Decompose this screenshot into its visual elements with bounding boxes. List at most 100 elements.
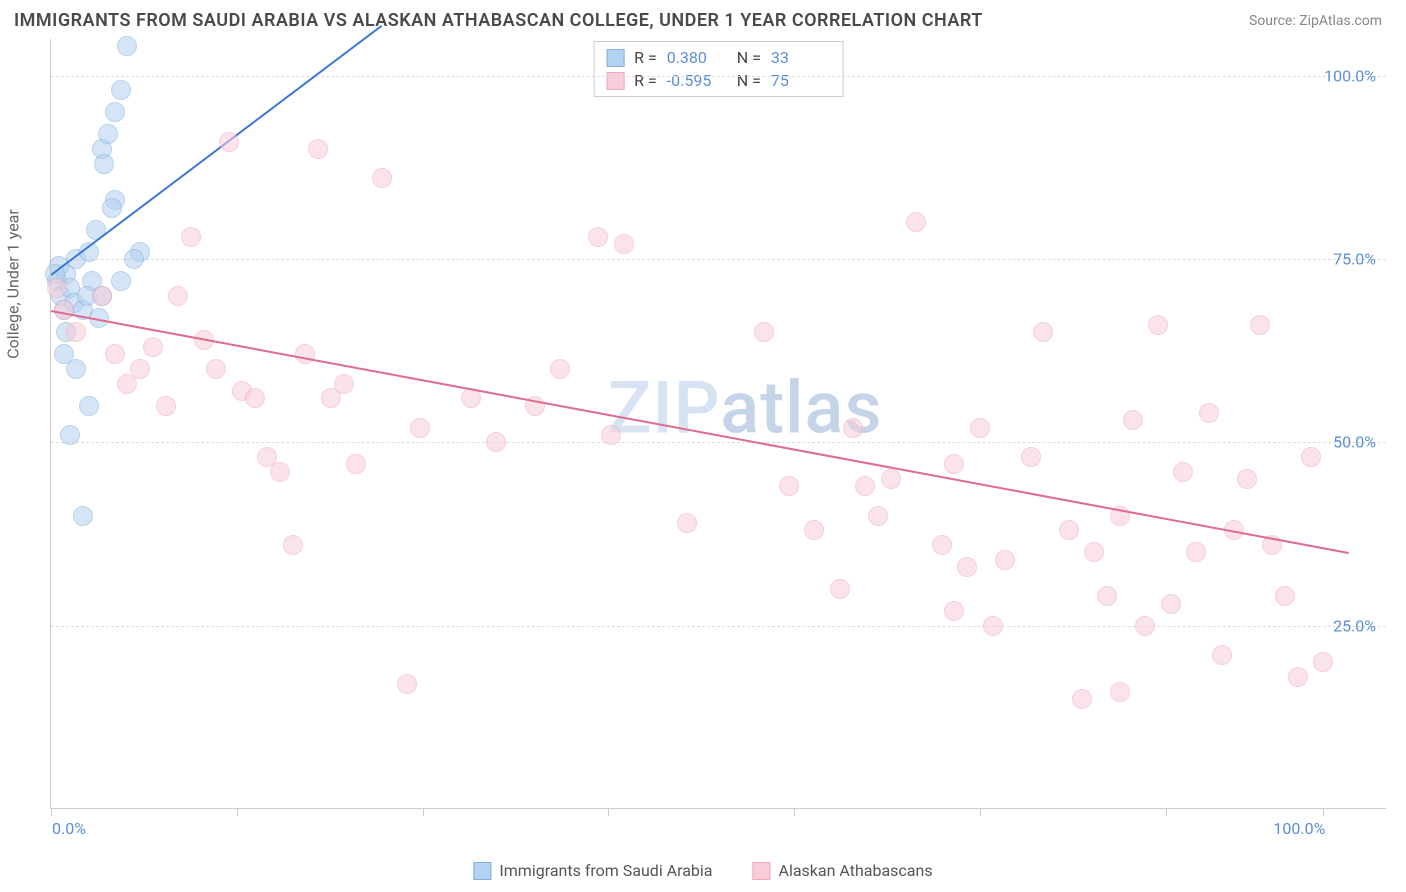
data-point [111, 271, 131, 291]
data-point [168, 286, 188, 306]
n-label: N = [737, 71, 761, 90]
data-point [66, 322, 86, 342]
source-attribution: Source: ZipAtlas.com [1249, 13, 1382, 29]
data-point [995, 550, 1015, 570]
data-point [983, 616, 1003, 636]
data-point [1072, 689, 1092, 709]
data-point [206, 359, 226, 379]
data-point [1123, 410, 1143, 430]
y-tick-label: 100.0% [1324, 66, 1376, 85]
x-tick-label: 100.0% [1273, 819, 1325, 838]
data-point [295, 344, 315, 364]
data-point [1161, 594, 1181, 614]
data-point [1186, 542, 1206, 562]
data-point [550, 359, 570, 379]
data-point [588, 227, 608, 247]
gridline [51, 76, 1386, 77]
data-point [677, 513, 697, 533]
x-tick [237, 808, 238, 816]
r-value-1: 0.380 [667, 48, 727, 67]
data-point [1059, 520, 1079, 540]
data-point [932, 535, 952, 555]
data-point [957, 557, 977, 577]
stats-row-1: R = 0.380 N = 33 [606, 46, 831, 69]
data-point [397, 674, 417, 694]
stats-swatch-2 [606, 72, 624, 90]
gridline [51, 442, 1386, 443]
data-point [614, 234, 634, 254]
data-point [754, 322, 774, 342]
gridline [51, 626, 1386, 627]
x-tick [51, 808, 52, 816]
y-tick-label: 25.0% [1333, 616, 1376, 635]
data-point [944, 601, 964, 621]
data-point [1148, 315, 1168, 335]
data-point [346, 454, 366, 474]
data-point [1212, 645, 1232, 665]
data-point [601, 425, 621, 445]
x-tick-label: 0.0% [52, 819, 86, 838]
data-point [60, 425, 80, 445]
data-point [117, 36, 137, 56]
data-point [79, 396, 99, 416]
data-point [124, 249, 144, 269]
bottom-legend: Immigrants from Saudi Arabia Alaskan Ath… [473, 861, 932, 880]
x-tick [608, 808, 609, 816]
data-point [181, 227, 201, 247]
data-point [92, 286, 112, 306]
legend-item-2: Alaskan Athabascans [753, 861, 933, 880]
x-tick [980, 808, 981, 816]
data-point [1301, 447, 1321, 467]
legend-item-1: Immigrants from Saudi Arabia [473, 861, 712, 880]
data-point [105, 344, 125, 364]
legend-swatch-1 [473, 862, 491, 880]
data-point [868, 506, 888, 526]
data-point [156, 396, 176, 416]
n-value-1: 33 [771, 48, 831, 67]
data-point [270, 462, 290, 482]
data-point [105, 102, 125, 122]
data-point [334, 374, 354, 394]
x-tick [1323, 808, 1324, 816]
n-label: N = [737, 48, 761, 67]
legend-swatch-2 [753, 862, 771, 880]
data-point [1199, 403, 1219, 423]
y-tick-label: 75.0% [1333, 250, 1376, 269]
data-point [1110, 682, 1130, 702]
legend-label-1: Immigrants from Saudi Arabia [499, 861, 712, 880]
data-point [245, 388, 265, 408]
data-point [843, 418, 863, 438]
x-tick [794, 808, 795, 816]
data-point [1237, 469, 1257, 489]
data-point [944, 454, 964, 474]
data-point [47, 278, 67, 298]
data-point [66, 359, 86, 379]
data-point [372, 168, 392, 188]
data-point [410, 418, 430, 438]
data-point [130, 359, 150, 379]
data-point [1313, 652, 1333, 672]
watermark: ZIPatlas [608, 366, 882, 451]
data-point [73, 506, 93, 526]
data-point [283, 535, 303, 555]
plot-area: ZIPatlas R = 0.380 N = 33 R = -0.595 N =… [51, 39, 1386, 808]
trend-line-1 [51, 310, 1349, 554]
data-point [830, 579, 850, 599]
data-point [219, 132, 239, 152]
stats-row-2: R = -0.595 N = 75 [606, 69, 831, 92]
data-point [1084, 542, 1104, 562]
data-point [1097, 586, 1117, 606]
stats-swatch-1 [606, 49, 624, 67]
data-point [1135, 616, 1155, 636]
data-point [94, 154, 114, 174]
r-value-2: -0.595 [667, 71, 727, 90]
data-point [1173, 462, 1193, 482]
y-axis-label: College, Under 1 year [4, 209, 23, 359]
data-point [486, 432, 506, 452]
data-point [308, 139, 328, 159]
x-tick [423, 808, 424, 816]
data-point [970, 418, 990, 438]
data-point [1033, 322, 1053, 342]
data-point [804, 520, 824, 540]
y-tick-label: 50.0% [1333, 433, 1376, 452]
